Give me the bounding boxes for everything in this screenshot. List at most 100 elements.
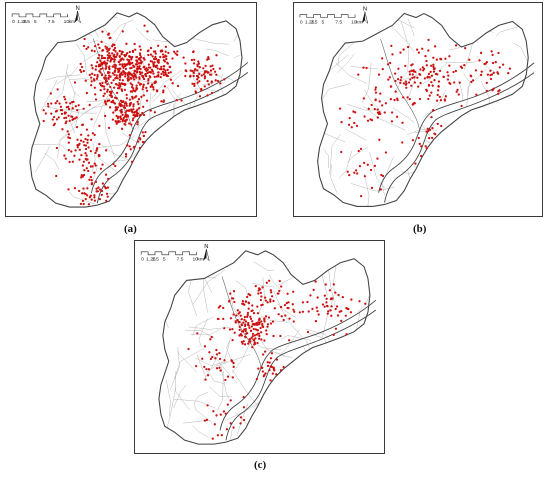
event-point [283,303,287,307]
event-point [124,113,127,117]
scale-bar-line [299,14,356,18]
event-point [89,175,93,179]
event-point [456,88,459,92]
event-point [431,136,434,139]
event-point [391,53,394,56]
event-point [257,292,260,295]
event-point [298,311,301,314]
river-bank-north [219,299,377,431]
event-point [162,73,166,77]
event-point [184,74,187,78]
event-point [279,305,283,309]
event-point [110,92,113,95]
event-point [81,199,85,202]
event-point [93,133,96,137]
event-point [171,82,174,85]
event-point [85,194,89,197]
event-point [490,50,493,53]
event-point [101,49,104,52]
event-point [149,76,152,79]
event-point [191,70,194,73]
event-point [352,110,355,113]
event-point [196,78,199,81]
event-point [187,347,190,351]
event-point [82,140,85,143]
event-point [266,361,269,364]
event-point [251,309,254,312]
event-point [216,79,220,83]
event-point [463,63,466,67]
event-point [215,367,219,370]
event-point [105,46,109,49]
event-point [432,109,435,112]
event-point [104,79,108,82]
event-point [264,372,267,375]
scale-bar-tick-label: 1.25 [17,19,27,25]
event-point [149,46,153,50]
event-point [109,85,112,89]
event-point [103,77,106,80]
event-point [119,85,122,88]
event-point [277,313,280,316]
event-point [324,283,327,286]
event-point [144,130,147,134]
event-point [112,79,115,82]
event-point [86,187,89,190]
event-point [93,73,96,77]
event-point [394,72,397,75]
event-point [106,186,110,189]
event-point [144,74,148,78]
event-point [176,50,179,53]
event-point [162,71,165,74]
event-point [430,64,433,67]
event-point [142,94,146,97]
event-point [242,395,245,399]
event-point [256,341,259,345]
event-point [250,325,253,328]
event-point [162,91,165,94]
event-point [121,57,124,60]
event-point [106,195,109,198]
event-point [384,102,388,105]
event-point [80,70,83,73]
event-point [112,48,115,52]
event-point [269,298,272,301]
event-point [59,105,63,108]
event-point [118,82,121,85]
event-point [80,133,83,136]
event-point [364,302,367,305]
event-point [246,315,249,319]
event-point [238,321,241,324]
event-point [135,59,138,62]
event-point [129,67,132,70]
event-point [50,112,53,115]
event-point [133,69,136,73]
event-point [448,64,451,67]
event-point [389,98,392,101]
event-point [101,182,105,185]
city-map-c [158,250,377,445]
event-point [267,316,271,319]
event-point [229,292,232,295]
event-point [291,303,294,306]
event-point [219,82,222,85]
north-arrow-icon [361,11,365,24]
event-point [227,300,231,303]
event-point [107,32,111,35]
event-point [138,65,141,68]
event-point [113,86,116,89]
north-arrow-outline [364,11,369,25]
event-point [145,89,149,92]
event-point [433,67,436,70]
event-point [95,149,98,152]
event-point [396,77,400,81]
event-point [497,92,500,95]
event-point [60,112,64,115]
event-point [141,111,144,115]
north-label: N [363,7,367,13]
event-point [427,49,430,52]
event-point [317,313,320,316]
event-point [252,339,256,342]
event-point [278,289,281,293]
event-point [130,123,133,126]
